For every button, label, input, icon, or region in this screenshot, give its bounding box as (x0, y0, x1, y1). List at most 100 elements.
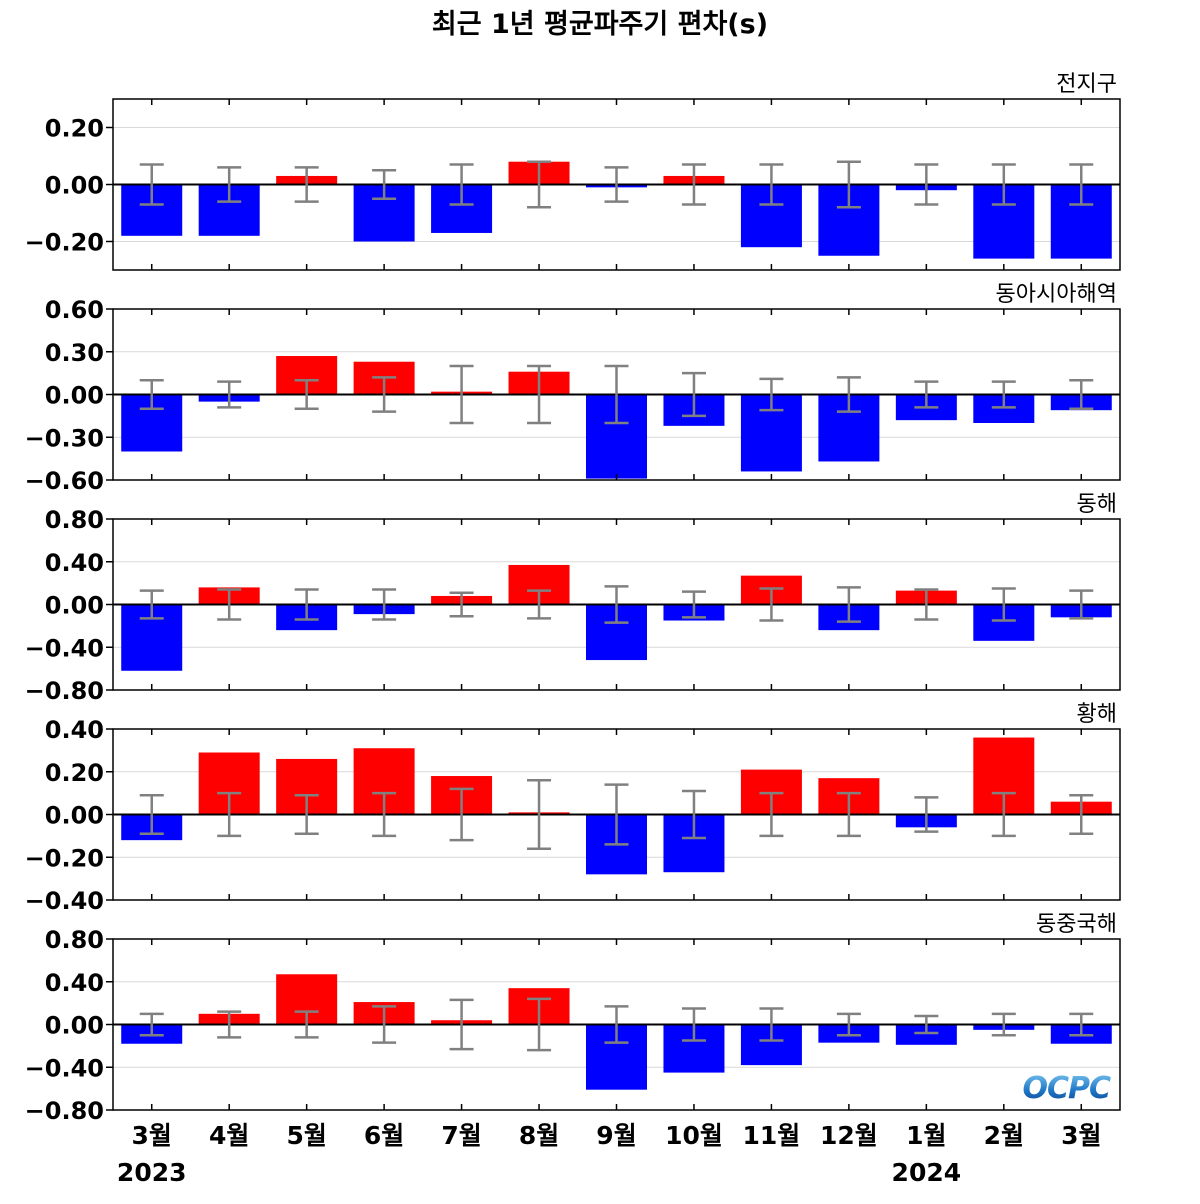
error-bar (527, 589, 552, 620)
x-tick-label: 1월 (906, 1121, 946, 1150)
panel-frame (112, 938, 1121, 1111)
error-bar (449, 364, 474, 425)
error-bar (217, 380, 242, 409)
error-bar (217, 1010, 242, 1039)
error-bar (1069, 1012, 1094, 1037)
error-bar (991, 791, 1016, 838)
error-bar (449, 591, 474, 618)
x-tick-label: 6월 (364, 1121, 404, 1150)
error-bar (1069, 589, 1094, 620)
panel-label: 동아시아해역 (996, 282, 1117, 307)
x-tick-label: 3월 (132, 1121, 172, 1150)
error-bar (914, 1014, 939, 1035)
error-bar (604, 166, 629, 203)
panel-label: 전지구 (1056, 72, 1117, 97)
panel: 동아시아해역 0.60 0.30 0.00 −0.30 −0.60 (25, 282, 1121, 495)
error-bar (449, 787, 474, 842)
error-bar (759, 1007, 784, 1042)
error-bar (217, 791, 242, 838)
error-bar (372, 169, 397, 200)
y-tick-label: 0.80 (45, 926, 104, 954)
error-bar (1069, 163, 1094, 206)
y-tick-label: −0.40 (25, 634, 104, 662)
error-bar (604, 783, 629, 846)
y-tick-label: 0.40 (45, 969, 104, 997)
x-tick-label: 8월 (519, 1121, 559, 1150)
panel-label: 동중국해 (1036, 912, 1117, 937)
y-tick-label: 0.60 (45, 296, 104, 324)
error-bar (991, 587, 1016, 622)
error-bar (294, 794, 319, 835)
year-label: 2024 (892, 1158, 962, 1187)
x-tick-label: 7월 (441, 1121, 481, 1150)
error-bar (914, 163, 939, 206)
error-bar (139, 589, 164, 620)
error-bar (836, 586, 861, 623)
y-tick-label: 0.00 (45, 592, 104, 620)
y-tick-label: 0.00 (45, 1012, 104, 1040)
y-tick-label: −0.60 (25, 467, 104, 495)
error-bar (604, 585, 629, 624)
panel: 황해 0.40 0.20 0.00 −0.20 −0.40 (25, 702, 1121, 915)
x-tick-label: 5월 (286, 1121, 326, 1150)
error-bar (1069, 794, 1094, 835)
year-label: 2023 (117, 1158, 187, 1187)
error-bar (139, 163, 164, 206)
panel: 전지구 0.20 0.00 −0.20 (25, 72, 1121, 271)
y-tick-label: −0.40 (25, 887, 104, 915)
error-bar (681, 371, 706, 418)
error-bar (372, 588, 397, 621)
error-bar (836, 160, 861, 209)
y-tick-label: 0.80 (45, 506, 104, 534)
y-tick-label: 0.00 (45, 802, 104, 830)
error-bar (991, 163, 1016, 206)
error-bar (681, 1007, 706, 1042)
error-bar (139, 794, 164, 835)
error-bar (604, 364, 629, 425)
error-bar (991, 380, 1016, 409)
y-tick-label: −0.20 (25, 229, 104, 257)
error-bar (914, 796, 939, 833)
y-tick-label: 0.00 (45, 382, 104, 410)
x-tick-label: 4월 (209, 1121, 249, 1150)
x-tick-label: 2월 (984, 1121, 1024, 1150)
error-bar (139, 379, 164, 410)
panel-label: 동해 (1077, 492, 1117, 517)
ocpc-logo: OCPC (1022, 1071, 1112, 1106)
y-tick-label: 0.30 (45, 339, 104, 367)
error-bar (527, 364, 552, 425)
error-bar (914, 380, 939, 409)
error-bar (836, 1012, 861, 1037)
x-tick-label: 12월 (820, 1121, 878, 1150)
panel-frame (112, 518, 1121, 691)
panel-frame (112, 308, 1121, 481)
error-bar (294, 1010, 319, 1039)
y-tick-label: 0.40 (45, 549, 104, 577)
error-bar (139, 1012, 164, 1037)
error-bar (217, 588, 242, 621)
y-tick-label: 0.20 (45, 115, 104, 143)
error-bar (527, 160, 552, 209)
error-bar (527, 779, 552, 850)
error-bar (681, 789, 706, 840)
y-tick-label: −0.40 (25, 1054, 104, 1082)
x-tick-label: 10월 (665, 1121, 723, 1150)
error-bar (372, 791, 397, 838)
error-bar (527, 997, 552, 1052)
error-bar (294, 379, 319, 410)
panel-label: 황해 (1077, 702, 1117, 727)
x-tick-label: 9월 (596, 1121, 636, 1150)
x-tick-label: 11월 (743, 1121, 801, 1150)
panel-frame (112, 98, 1121, 271)
error-bar (604, 1005, 629, 1044)
error-bar (449, 163, 474, 206)
error-bar (449, 998, 474, 1051)
panel-frame (112, 728, 1121, 901)
error-bar (991, 1012, 1016, 1037)
error-bar (1069, 379, 1094, 410)
error-bar (217, 166, 242, 203)
error-bar (836, 791, 861, 838)
y-tick-label: −0.80 (25, 677, 104, 705)
y-tick-label: 0.00 (45, 172, 104, 200)
